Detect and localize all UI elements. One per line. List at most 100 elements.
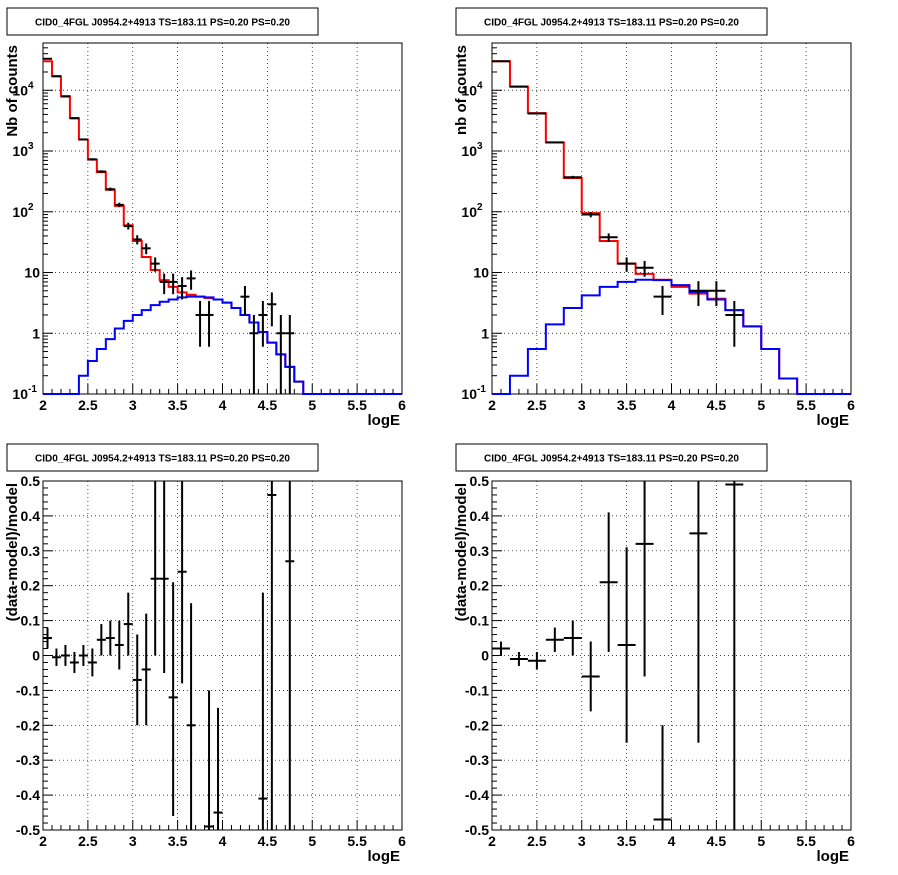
- data-point: [105, 620, 115, 656]
- data-point: [132, 235, 142, 245]
- data-point: [60, 645, 70, 666]
- data-points: [43, 57, 295, 394]
- y-tick-label: 10: [473, 265, 489, 281]
- x-tick-label: 6: [847, 397, 855, 413]
- data-point: [563, 175, 582, 179]
- data-point: [159, 273, 169, 295]
- x-tick-label: 2: [39, 397, 47, 413]
- data-point: [725, 300, 744, 347]
- x-tick-label: 4.5: [258, 833, 278, 849]
- x-tick-label: 5.5: [347, 397, 367, 413]
- y-tick-label: -0.2: [465, 717, 489, 733]
- x-axis-label: logE: [368, 412, 401, 429]
- data-points: [492, 60, 744, 347]
- x-tick-label: 2.5: [78, 833, 98, 849]
- data-point: [141, 243, 151, 255]
- data-point: [213, 707, 223, 830]
- data-point: [617, 547, 636, 743]
- x-tick-label: 5.5: [796, 833, 816, 849]
- x-tick-label: 5.5: [796, 397, 816, 413]
- y-tick-label: 10: [24, 265, 40, 281]
- data-point: [249, 314, 259, 394]
- y-tick-exponent: 2: [477, 202, 483, 213]
- x-tick-label: 2: [39, 833, 47, 849]
- x-tick-label: 5: [757, 397, 765, 413]
- x-tick-label: 2: [488, 397, 496, 413]
- data-point: [96, 624, 106, 656]
- data-point: [123, 592, 133, 656]
- data-point: [204, 690, 214, 830]
- y-tick-label: -0.5: [465, 822, 489, 838]
- y-axis-label: Nb of counts: [4, 45, 21, 137]
- x-tick-label: 4.5: [707, 397, 727, 413]
- data-point: [60, 95, 70, 98]
- y-tick-base: 10: [461, 143, 477, 159]
- y-tick-label: -0.4: [16, 787, 40, 803]
- y-tick-label: 0.3: [470, 543, 490, 559]
- data-point: [186, 270, 196, 290]
- x-axis-label: logE: [817, 848, 850, 865]
- y-tick-label: 10: [12, 204, 28, 220]
- data-point: [545, 141, 564, 144]
- x-tick-label: 3: [578, 833, 586, 849]
- y-tick-base: 10: [12, 82, 28, 98]
- data-point: [725, 481, 744, 830]
- x-tick-label: 3: [129, 397, 137, 413]
- title-box: [6, 7, 319, 36]
- data-point: [276, 314, 286, 394]
- data-point: [653, 725, 672, 830]
- panel-bottom-right: 2 2.5 3 3.5 4 4.5 5 5.5 6 -0.5 -0.4 -0.3 -0.2 -0.1 0 0.…: [453, 443, 855, 865]
- y-tick-label: 0.1: [470, 613, 490, 629]
- y-tick-label: 0.5: [21, 473, 41, 489]
- y-tick-label: -0.4: [465, 787, 489, 803]
- data-point: [114, 202, 124, 208]
- data-point: [87, 158, 97, 161]
- chart-title: CID0_4FGL J0954.2+4913 TS=183.11 PS=0.20…: [35, 18, 290, 29]
- x-tick-label: 2: [488, 833, 496, 849]
- y-tick-label: 1: [32, 325, 40, 341]
- y-tick-label: 0.1: [21, 613, 41, 629]
- plot-area: [43, 481, 402, 830]
- data-point: [545, 627, 564, 653]
- x-tick-label: 4: [219, 397, 227, 413]
- data-point: [78, 645, 88, 666]
- data-point: [563, 620, 582, 656]
- y-tick-label: 1: [481, 325, 489, 341]
- plot-area: [492, 481, 851, 830]
- y-tick-exponent: 3: [477, 141, 483, 152]
- data-point: [285, 481, 295, 830]
- data-point: [599, 233, 618, 242]
- data-point: [186, 603, 196, 830]
- y-tick-base: 10: [12, 386, 28, 402]
- y-tick-label: 10: [12, 143, 28, 159]
- x-tick-label: 3.5: [168, 833, 188, 849]
- y-tick-label: -0.1: [16, 682, 40, 698]
- data-point: [509, 85, 528, 88]
- data-point: [635, 260, 654, 277]
- x-tick-label: 3: [578, 397, 586, 413]
- chart-title: CID0_4FGL J0954.2+4913 TS=183.11 PS=0.20…: [484, 454, 739, 465]
- data-point: [617, 257, 636, 272]
- x-tick-label: 3.5: [617, 833, 637, 849]
- y-axis-ticks: [492, 480, 502, 831]
- x-tick-label: 6: [398, 833, 406, 849]
- y-tick-base: 10: [461, 386, 477, 402]
- data-point: [707, 281, 726, 307]
- y-tick-label: 10: [461, 143, 477, 159]
- data-point: [123, 222, 133, 230]
- x-tick-label: 5: [757, 833, 765, 849]
- title-box: [6, 443, 319, 472]
- y-tick-label: 10: [461, 386, 477, 402]
- x-tick-label: 6: [398, 397, 406, 413]
- x-tick-label: 3.5: [617, 397, 637, 413]
- data-points: [492, 481, 744, 830]
- y-axis-ticks: [43, 480, 53, 831]
- data-point: [141, 613, 151, 726]
- x-tick-label: 5: [308, 833, 316, 849]
- y-tick-base: 10: [12, 143, 28, 159]
- y-tick-label: -0.2: [16, 717, 40, 733]
- y-tick-exponent: 4: [477, 80, 483, 91]
- y-tick-exponent: 4: [28, 80, 34, 91]
